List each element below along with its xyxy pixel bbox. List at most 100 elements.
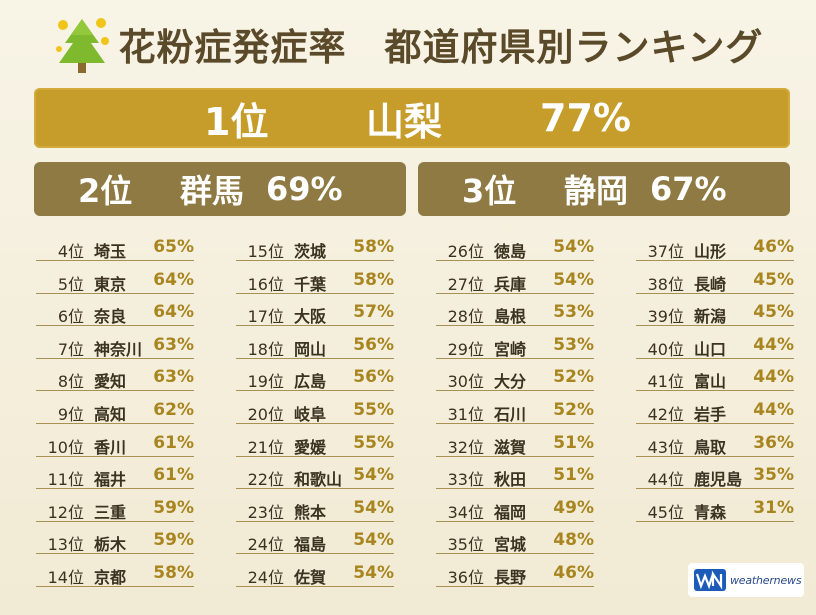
- page-title: 花粉症発症率 都道府県別ランキング: [118, 26, 764, 69]
- rank-label: 45位: [647, 502, 684, 522]
- rank-label: 24位: [247, 535, 284, 555]
- prefecture-name: 佐賀: [294, 568, 327, 587]
- rank-label: 9位: [57, 405, 84, 424]
- ranking-row: 43位 鳥取 36%: [636, 430, 794, 457]
- rank-label: 44位: [647, 470, 684, 490]
- rank-label: 27位: [447, 274, 484, 294]
- prefecture-name: 栃木: [94, 535, 127, 555]
- ranking-row: 10位 香川 61%: [36, 430, 194, 457]
- percent-value: 46%: [753, 237, 794, 257]
- rank-label: 18位: [247, 339, 284, 359]
- prefecture-name: 兵庫: [494, 274, 527, 294]
- percent-value: 61%: [153, 465, 194, 486]
- percent-value: 45%: [753, 269, 794, 290]
- ranking-row: 11位 福井 61%: [36, 462, 194, 490]
- prefecture-name: 山口: [694, 339, 727, 359]
- rank-label: 42位: [647, 405, 684, 424]
- rank-label: 26位: [447, 242, 484, 261]
- ranking-row: 40位 山口 44%: [636, 332, 794, 359]
- rank-label: 31位: [447, 405, 484, 424]
- rank-label: 12位: [47, 502, 84, 522]
- prefecture-name: 滋賀: [494, 437, 527, 457]
- rank-label: 28位: [447, 307, 484, 327]
- prefecture-name: 新潟: [694, 307, 727, 327]
- ranking-list: 4位 埼玉 65% 5位 東京 64% 6位 奈良 64% 7位 神奈川 63% 8位 愛知 63% 9位 高知…: [0, 234, 816, 594]
- percent-value: 51%: [553, 432, 594, 453]
- rank-label: 21位: [247, 437, 284, 457]
- weathernews-logo: weathernews: [688, 563, 804, 597]
- rank-label: 22位: [247, 470, 284, 490]
- rank-label: 29位: [447, 339, 484, 359]
- rank-1-pct: 77%: [540, 96, 631, 140]
- prefecture-name: 熊本: [294, 502, 327, 522]
- prefecture-name: 島根: [494, 307, 527, 327]
- prefecture-name: 京都: [94, 568, 127, 587]
- rank-label: 6位: [57, 307, 84, 327]
- percent-value: 57%: [353, 302, 394, 323]
- rank-label: 40位: [647, 339, 684, 359]
- ranking-row: 18位 岡山 56%: [236, 332, 394, 359]
- prefecture-name: 大分: [494, 372, 527, 392]
- prefecture-name: 秋田: [494, 470, 527, 490]
- ranking-row: 15位 茨城 58%: [236, 234, 394, 261]
- rank-label: 24位: [247, 568, 284, 587]
- prefecture-name: 岡山: [294, 339, 327, 359]
- prefecture-name: 福井: [94, 470, 127, 490]
- rank-label: 35位: [447, 535, 484, 555]
- rank-2-pref: 群馬: [180, 172, 245, 210]
- prefecture-name: 広島: [294, 372, 327, 392]
- prefecture-name: 宮崎: [494, 339, 527, 359]
- rank-1-rank: 1位: [204, 99, 269, 144]
- ranking-row: 12位 三重 59%: [36, 495, 194, 522]
- percent-value: 55%: [353, 432, 394, 453]
- ranking-row: 19位 広島 56%: [236, 364, 394, 392]
- percent-value: 61%: [153, 432, 194, 453]
- rank-2-bar: 2位 群馬 69%: [34, 162, 406, 216]
- ranking-row: 39位 新潟 45%: [636, 299, 794, 327]
- ranking-row: 45位 青森 31%: [636, 495, 794, 522]
- prefecture-name: 長崎: [694, 274, 727, 294]
- percent-value: 45%: [753, 302, 794, 323]
- rank-label: 11位: [47, 470, 84, 490]
- percent-value: 58%: [353, 237, 394, 257]
- percent-value: 64%: [153, 269, 194, 290]
- rank-label: 37位: [647, 242, 684, 261]
- ranking-row: 36位 長野 46%: [436, 560, 594, 587]
- percent-value: 62%: [153, 400, 194, 420]
- rank-label: 39位: [647, 307, 684, 327]
- rank-label: 41位: [647, 372, 684, 392]
- rank-label: 10位: [47, 437, 84, 457]
- rank-3-pref: 静岡: [564, 172, 629, 210]
- percent-value: 54%: [353, 530, 394, 551]
- percent-value: 44%: [753, 400, 794, 420]
- percent-value: 64%: [153, 302, 194, 323]
- prefecture-name: 大阪: [294, 307, 327, 327]
- percent-value: 36%: [753, 432, 794, 453]
- prefecture-name: 香川: [94, 437, 127, 457]
- rank-label: 17位: [247, 307, 284, 327]
- percent-value: 63%: [153, 334, 194, 355]
- ranking-row: 21位 愛媛 55%: [236, 430, 394, 457]
- logo-text: weathernews: [730, 573, 802, 587]
- tree-icon: [55, 18, 109, 73]
- prefecture-name: 鳥取: [694, 437, 727, 457]
- rank-3-bar: 3位 静岡 67%: [418, 162, 790, 216]
- percent-value: 54%: [353, 465, 394, 486]
- ranking-row: 8位 愛知 63%: [36, 364, 194, 392]
- percent-value: 54%: [553, 237, 594, 257]
- prefecture-name: 三重: [94, 502, 127, 522]
- prefecture-name: 茨城: [294, 242, 327, 261]
- rank-label: 14位: [47, 568, 84, 587]
- percent-value: 51%: [553, 465, 594, 486]
- prefecture-name: 石川: [494, 405, 527, 424]
- wn-logo-icon: [694, 569, 726, 591]
- prefecture-name: 高知: [94, 405, 127, 424]
- ranking-row: 38位 長崎 45%: [636, 267, 794, 294]
- percent-value: 58%: [153, 563, 194, 583]
- percent-value: 52%: [553, 367, 594, 388]
- prefecture-name: 青森: [694, 502, 727, 522]
- rank-label: 38位: [647, 274, 684, 294]
- ranking-row: 37位 山形 46%: [636, 234, 794, 261]
- prefecture-name: 富山: [694, 372, 727, 392]
